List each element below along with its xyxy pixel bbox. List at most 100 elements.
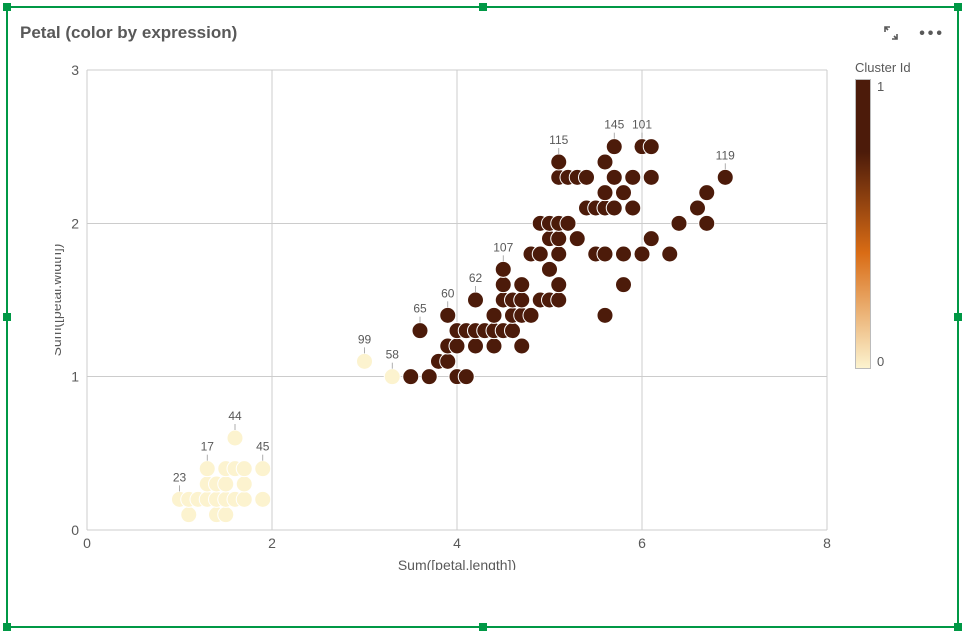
scatter-point[interactable]: [551, 154, 567, 170]
resize-handle-ml[interactable]: [3, 313, 11, 321]
scatter-point[interactable]: [236, 491, 252, 507]
scatter-point[interactable]: [643, 231, 659, 247]
legend-max-label: 1: [877, 79, 884, 94]
legend-gradient-bar: [855, 79, 871, 369]
scatter-point[interactable]: [218, 507, 234, 523]
scatter-point[interactable]: [597, 307, 613, 323]
scatter-point[interactable]: [542, 261, 558, 277]
resize-handle-br[interactable]: [954, 623, 962, 631]
header-icons: •••: [883, 24, 945, 42]
scatter-point[interactable]: [551, 292, 567, 308]
scatter-point[interactable]: [514, 292, 530, 308]
point-label: 45: [256, 440, 270, 454]
svg-text:0: 0: [83, 535, 91, 551]
svg-text:8: 8: [823, 535, 831, 551]
svg-text:Sum([petal.length]): Sum([petal.length]): [398, 557, 516, 570]
scatter-point[interactable]: [643, 139, 659, 155]
scatter-point[interactable]: [699, 215, 715, 231]
scatter-point[interactable]: [634, 246, 650, 262]
scatter-point[interactable]: [486, 338, 502, 354]
resize-handle-tr[interactable]: [954, 3, 962, 11]
scatter-point[interactable]: [236, 476, 252, 492]
scatter-point[interactable]: [495, 261, 511, 277]
resize-handle-tm[interactable]: [479, 3, 487, 11]
scatter-point[interactable]: [671, 215, 687, 231]
point-label: 145: [604, 118, 624, 132]
resize-handle-bm[interactable]: [479, 623, 487, 631]
scatter-point[interactable]: [440, 307, 456, 323]
scatter-point[interactable]: [560, 215, 576, 231]
point-label: 65: [413, 302, 427, 316]
scatter-point[interactable]: [421, 369, 437, 385]
scatter-point[interactable]: [218, 476, 234, 492]
scatter-point[interactable]: [412, 323, 428, 339]
scatter-point[interactable]: [458, 369, 474, 385]
scatter-point[interactable]: [662, 246, 678, 262]
point-label: 101: [632, 118, 652, 132]
scatter-point[interactable]: [514, 338, 530, 354]
scatter-point[interactable]: [236, 461, 252, 477]
point-label: 62: [469, 271, 483, 285]
scatter-point[interactable]: [579, 169, 595, 185]
scatter-point[interactable]: [523, 307, 539, 323]
scatter-point[interactable]: [468, 292, 484, 308]
point-label: 60: [441, 286, 455, 300]
chart-header: Petal (color by expression) •••: [20, 18, 945, 48]
expand-icon[interactable]: [883, 25, 899, 41]
scatter-point[interactable]: [606, 139, 622, 155]
scatter-point[interactable]: [255, 491, 271, 507]
scatter-point[interactable]: [181, 507, 197, 523]
point-label: 119: [716, 148, 735, 162]
scatter-point[interactable]: [227, 430, 243, 446]
scatter-point[interactable]: [616, 185, 632, 201]
svg-text:1: 1: [71, 369, 79, 385]
scatter-point[interactable]: [468, 338, 484, 354]
scatter-point[interactable]: [616, 277, 632, 293]
scatter-point[interactable]: [616, 246, 632, 262]
resize-handle-bl[interactable]: [3, 623, 11, 631]
svg-text:0: 0: [71, 522, 79, 538]
svg-text:2: 2: [268, 535, 276, 551]
scatter-point[interactable]: [495, 277, 511, 293]
scatter-point[interactable]: [255, 461, 271, 477]
scatter-point[interactable]: [690, 200, 706, 216]
scatter-plot[interactable]: 024680123Sum([petal.length])Sum([petal.w…: [55, 60, 845, 570]
scatter-point[interactable]: [440, 353, 456, 369]
svg-text:6: 6: [638, 535, 646, 551]
point-label: 115: [549, 133, 568, 147]
scatter-point[interactable]: [606, 169, 622, 185]
scatter-point[interactable]: [449, 338, 465, 354]
point-label: 58: [386, 348, 400, 362]
scatter-point[interactable]: [505, 323, 521, 339]
resize-handle-mr[interactable]: [954, 313, 962, 321]
point-label: 17: [201, 440, 215, 454]
svg-text:Sum([petal.width]): Sum([petal.width]): [55, 244, 64, 357]
scatter-point[interactable]: [199, 461, 215, 477]
scatter-point[interactable]: [551, 246, 567, 262]
scatter-point[interactable]: [357, 353, 373, 369]
resize-handle-tl[interactable]: [3, 3, 11, 11]
legend-title: Cluster Id: [855, 60, 945, 75]
point-label: 23: [173, 470, 187, 484]
scatter-point[interactable]: [403, 369, 419, 385]
scatter-point[interactable]: [597, 154, 613, 170]
scatter-point[interactable]: [597, 185, 613, 201]
scatter-point[interactable]: [384, 369, 400, 385]
more-options-icon[interactable]: •••: [919, 24, 945, 42]
scatter-point[interactable]: [532, 246, 548, 262]
scatter-point[interactable]: [625, 200, 641, 216]
scatter-point[interactable]: [569, 231, 585, 247]
svg-text:3: 3: [71, 62, 79, 78]
scatter-point[interactable]: [486, 307, 502, 323]
scatter-point[interactable]: [625, 169, 641, 185]
point-label: 107: [493, 240, 513, 254]
scatter-point[interactable]: [717, 169, 733, 185]
scatter-point[interactable]: [699, 185, 715, 201]
scatter-point[interactable]: [514, 277, 530, 293]
scatter-point[interactable]: [597, 246, 613, 262]
legend-min-label: 0: [877, 354, 884, 369]
scatter-point[interactable]: [551, 231, 567, 247]
scatter-point[interactable]: [551, 277, 567, 293]
scatter-point[interactable]: [606, 200, 622, 216]
scatter-point[interactable]: [643, 169, 659, 185]
